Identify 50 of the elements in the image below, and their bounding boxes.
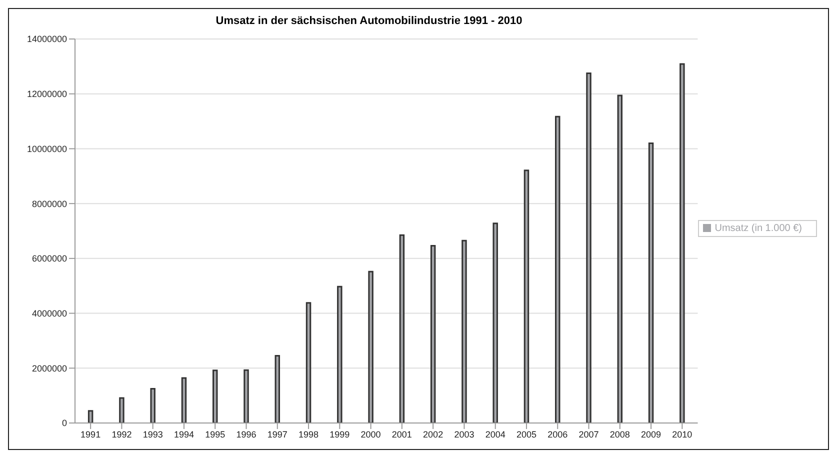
bar	[648, 142, 654, 423]
bar	[181, 377, 187, 423]
x-tick-label: 2010	[672, 429, 692, 440]
x-tick-label: 2009	[641, 429, 662, 440]
y-tick-label: 4000000	[32, 308, 67, 318]
bar	[306, 302, 312, 423]
bar	[150, 388, 156, 423]
y-tick-label: 14000000	[26, 34, 67, 44]
bar	[586, 72, 592, 423]
x-tick-label: 2007	[578, 429, 599, 440]
y-tick-label: 8000000	[32, 198, 67, 209]
bar	[119, 397, 124, 423]
bar	[244, 369, 249, 423]
x-tick-label: 1992	[112, 429, 132, 440]
bar	[368, 270, 374, 423]
x-tick-label: 2008	[610, 429, 630, 440]
bar	[617, 94, 623, 423]
x-tick-label: 1995	[205, 429, 226, 440]
y-tick-label: 0	[62, 418, 67, 428]
x-tick-label: 1996	[236, 429, 256, 440]
bar	[274, 355, 280, 423]
x-tick-label: 2000	[360, 429, 381, 440]
y-tick-label: 10000000	[26, 144, 67, 154]
x-tick-label: 2006	[548, 429, 568, 440]
x-tick-label: 2005	[516, 429, 536, 440]
legend-label: Umsatz (in 1.000 €)	[714, 222, 802, 234]
bar	[555, 116, 560, 423]
bar	[430, 245, 436, 423]
bar	[524, 170, 530, 423]
y-tick-label: 12000000	[26, 89, 67, 100]
bar	[680, 63, 685, 423]
x-tick-label: 1993	[142, 429, 163, 440]
x-tick-label: 2004	[485, 429, 506, 440]
x-tick-label: 2002	[423, 429, 444, 440]
y-tick-label: 6000000	[32, 254, 67, 264]
bar	[492, 222, 498, 423]
bar	[212, 370, 218, 423]
x-tick-label: 1999	[330, 429, 350, 440]
x-tick-label: 1994	[174, 429, 194, 440]
x-tick-label: 1998	[298, 429, 319, 440]
bar	[399, 234, 405, 423]
y-tick-label: 2000000	[32, 363, 67, 374]
bar	[462, 240, 467, 423]
x-tick-label: 2003	[454, 429, 474, 440]
x-tick-label: 1997	[267, 429, 288, 440]
bar	[88, 410, 94, 423]
bar	[337, 286, 342, 423]
chart-title: Umsatz in der sächsischen Automobilindustrie 1991 - 2010	[214, 15, 524, 27]
x-tick-label: 2001	[392, 429, 412, 440]
x-tick-label: 1991	[80, 429, 101, 440]
